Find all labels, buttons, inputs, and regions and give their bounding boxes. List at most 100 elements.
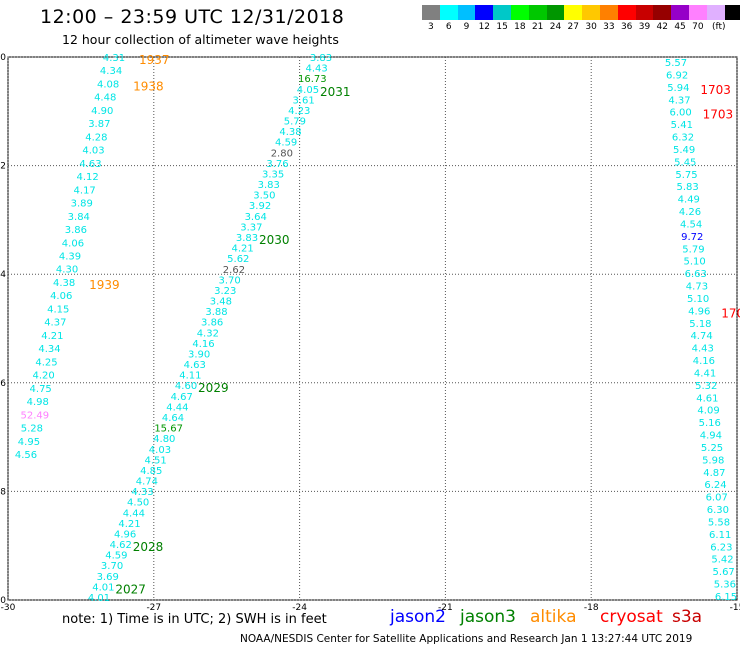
color-scale-legend xyxy=(422,5,740,20)
track-b-value: 4.44 xyxy=(166,402,188,413)
map-frame xyxy=(7,56,738,601)
track-a-value: 4.06 xyxy=(50,291,72,302)
track-a-value: 4.30 xyxy=(56,265,78,276)
track-a-value: 4.38 xyxy=(53,278,75,289)
track-b-time-label: 2028 xyxy=(133,540,164,554)
legend-label: 24 xyxy=(549,22,562,32)
lat-tick-label: -30 xyxy=(0,596,6,606)
track-b-value: 3.69 xyxy=(97,572,119,583)
track-b-value: 4.96 xyxy=(114,529,136,540)
legend-swatch xyxy=(546,5,565,20)
track-c-time-label: 1703 xyxy=(700,83,731,97)
track-a-value: 4.37 xyxy=(44,318,66,329)
track-b-value: 4.11 xyxy=(179,371,201,382)
track-c-value: 4.43 xyxy=(692,344,714,355)
track-a-value: 3.87 xyxy=(88,119,110,130)
track-b-value: 3.23 xyxy=(214,286,236,297)
track-c-value: 4.74 xyxy=(690,331,712,342)
track-b-value: 3.90 xyxy=(188,349,210,360)
satellite-jason2-label: jason2 xyxy=(390,607,446,627)
track-b-value: 3.83 xyxy=(236,233,258,244)
track-b-value: 4.01 xyxy=(88,593,110,604)
track-b-value: 3.61 xyxy=(292,95,314,106)
lat-tick-label: -28 xyxy=(0,487,6,497)
track-c-value: 5.49 xyxy=(673,145,695,156)
lon-tick-label: -24 xyxy=(292,603,307,610)
track-a-value: 4.17 xyxy=(74,185,96,196)
track-c-value: 5.79 xyxy=(682,244,704,255)
legend-swatch xyxy=(724,5,740,20)
track-a-value: 4.03 xyxy=(82,146,104,157)
track-c-value: 6.63 xyxy=(685,269,707,280)
track-b-value: 3.35 xyxy=(262,169,284,180)
track-a-value: 4.15 xyxy=(47,304,69,315)
color-scale-labels: 3 6 9 12 15 18 21 24 27 30 33 36 39 42 45 70 (ft) xyxy=(422,22,731,32)
legend-swatch xyxy=(493,5,511,20)
track-a-value: 4.08 xyxy=(97,79,119,90)
track-c-value: 6.15 xyxy=(715,592,737,603)
track-b-value: 4.59 xyxy=(275,138,297,149)
track-a-value: 3.84 xyxy=(68,212,90,223)
track-c-value: 4.73 xyxy=(686,282,708,293)
track-c-value: 6.92 xyxy=(666,70,688,81)
track-a-value: 4.48 xyxy=(94,93,116,104)
track-c-value: 6.00 xyxy=(670,108,692,119)
track-b-value: 3.70 xyxy=(101,561,123,572)
legend-label: 33 xyxy=(603,22,615,32)
legend-swatch xyxy=(617,5,636,20)
legend-label: 42 xyxy=(656,22,668,32)
track-b-time-label: 2029 xyxy=(198,381,229,395)
legend-label: 6 xyxy=(445,22,452,32)
track-b-time-label: 2031 xyxy=(320,85,351,99)
legend-label: 9 xyxy=(463,22,470,32)
track-c-value: 5.25 xyxy=(701,443,723,454)
track-c-value: 6.07 xyxy=(706,493,728,504)
legend-label: 36 xyxy=(620,22,633,32)
altimeter-map[interactable]: -30 -27 -24 -21 -18 -15 -20 -22 -24 -26 -28 -30 4.31… xyxy=(0,0,740,610)
legend-unit: (ft) xyxy=(711,22,726,32)
track-b-value: 3.50 xyxy=(253,191,275,202)
legend-swatch xyxy=(510,5,529,20)
track-b-value: 16.73 xyxy=(298,74,327,85)
track-b-value: 4.74 xyxy=(136,477,158,488)
track-c-value: 5.36 xyxy=(714,580,736,591)
track-c-value: 4.26 xyxy=(679,207,701,218)
track-c-value: 5.98 xyxy=(702,455,724,466)
lon-tick-label: -27 xyxy=(146,603,161,610)
track-c-value: 5.58 xyxy=(708,517,730,528)
page-title: 12:00 – 23:59 UTC 12/31/2018 xyxy=(40,6,345,28)
track-b-value: 5.62 xyxy=(227,254,249,265)
track-c-value: 4.96 xyxy=(688,306,710,317)
track-b-value: 3.88 xyxy=(205,307,227,318)
track-a-time-label: 1938 xyxy=(133,79,164,93)
track-c-value: 4.16 xyxy=(693,356,715,367)
legend-label: 27 xyxy=(567,22,579,32)
track-c-value: 5.10 xyxy=(683,257,705,268)
track-c-value: 5.67 xyxy=(713,567,735,578)
track-a-value: 4.90 xyxy=(91,106,113,117)
track-c-value: 4.87 xyxy=(703,468,725,479)
track-b-value: 4.80 xyxy=(153,434,175,445)
track-c-value: 5.75 xyxy=(675,170,697,181)
track-c-value: 6.32 xyxy=(672,133,694,144)
track-a-time-label: 1939 xyxy=(89,278,120,292)
legend-label: 30 xyxy=(585,22,597,32)
track-a-value: 4.98 xyxy=(27,397,49,408)
track-b-value: 4.64 xyxy=(162,413,184,424)
track-c-value: 4.09 xyxy=(697,406,719,417)
track-c-value: 4.94 xyxy=(700,431,722,442)
satellite-altika-label: altika xyxy=(530,607,577,627)
track-b-value: 3.70 xyxy=(218,275,240,286)
track-b-time-label: 2027 xyxy=(115,582,146,596)
legend-swatch xyxy=(564,5,583,20)
track-a-value: 4.25 xyxy=(35,357,57,368)
track-b-value: 4.60 xyxy=(175,381,197,392)
lon-tick-label: -30 xyxy=(1,603,16,610)
track-b-value: 4.32 xyxy=(197,328,219,339)
track-c-value: 4.54 xyxy=(680,219,702,230)
legend-label: 18 xyxy=(514,22,526,32)
track-a-value: 52.49 xyxy=(20,410,49,421)
track-b-value: 4.44 xyxy=(123,508,145,519)
track-a-value: 4.12 xyxy=(76,172,98,183)
track-b-value: 4.63 xyxy=(184,360,206,371)
